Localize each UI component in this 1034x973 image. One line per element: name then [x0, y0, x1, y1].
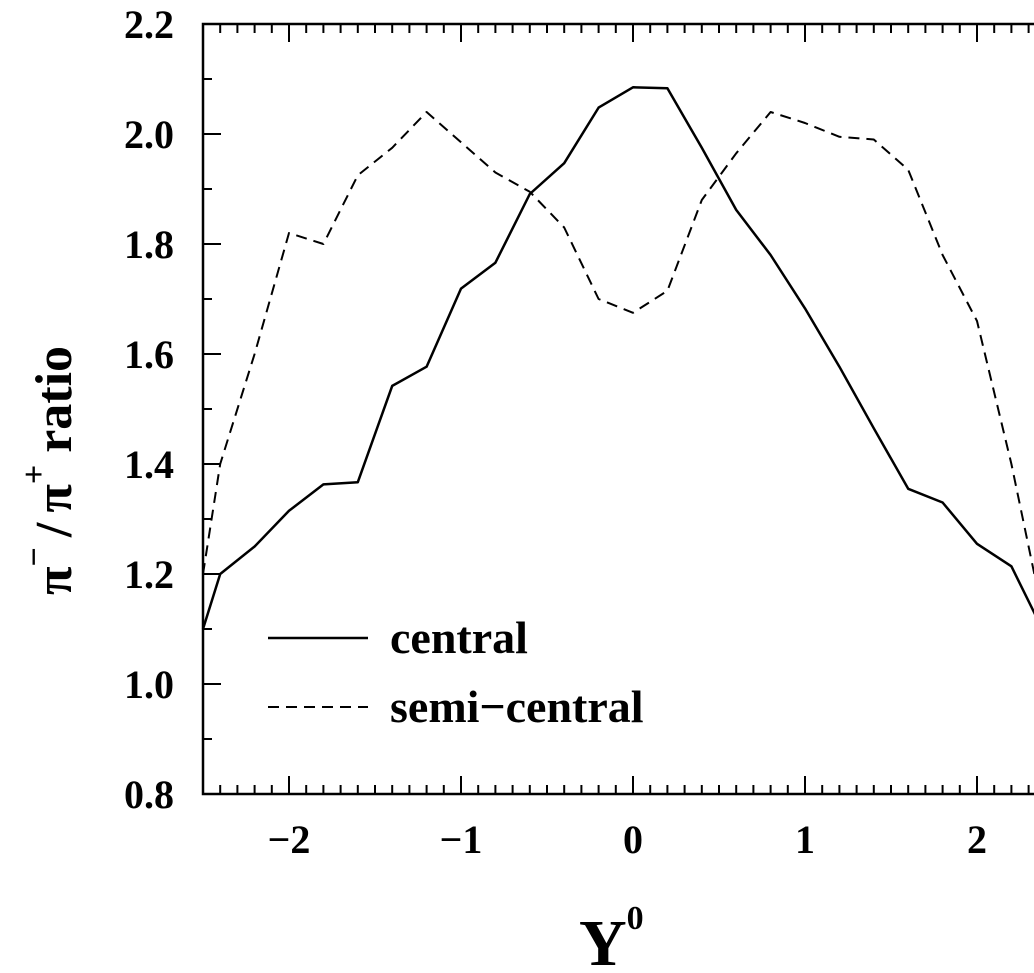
- y-tick-label: 1.6: [124, 332, 174, 377]
- y-axis-pi-minus: π: [26, 567, 83, 596]
- y-tick-label: 0.8: [124, 772, 174, 817]
- series-line-semi-central: [202, 111, 1034, 578]
- y-tick-label: 1.0: [124, 662, 174, 707]
- x-tick-label: −1: [440, 817, 483, 862]
- x-axis-title: Y0: [579, 900, 644, 973]
- x-axis-title-sup: 0: [627, 900, 644, 937]
- series-line-central: [201, 86, 1034, 630]
- series-layer: [201, 86, 1034, 630]
- y-axis-plus-sup: +: [16, 465, 53, 484]
- y-tick-label: 1.8: [124, 222, 174, 267]
- x-tick-label: 1: [795, 817, 815, 862]
- y-axis-minus-sup: −: [16, 547, 53, 566]
- axis-ticks: [202, 23, 1030, 795]
- svg-text:π−/π+ratio: π−/π+ratio: [16, 346, 83, 595]
- y-tick-label: 1.4: [124, 442, 174, 487]
- legend: central semi−central: [268, 612, 644, 732]
- legend-semi-central-label: semi−central: [390, 681, 644, 732]
- y-axis-title: π−/π+ratio: [16, 346, 83, 595]
- x-axis-title-main: Y: [579, 907, 627, 973]
- tick-labels: −2 −1 0 1 2 0.8 1.0 1.2 1.4 1.6 1.8 2.0 2.2: [124, 2, 987, 862]
- y-tick-label: 2.0: [124, 112, 174, 157]
- y-tick-label: 1.2: [124, 552, 174, 597]
- y-axis-ratio: ratio: [26, 346, 83, 453]
- plot-frame: [201, 22, 1034, 796]
- y-tick-label: 2.2: [124, 2, 174, 47]
- x-tick-label: 0: [623, 817, 643, 862]
- x-tick-label: −2: [268, 817, 311, 862]
- y-axis-pi-plus: π: [26, 484, 83, 513]
- y-axis-slash: /: [26, 522, 83, 538]
- legend-central-label: central: [390, 612, 528, 663]
- x-tick-label: 2: [967, 817, 987, 862]
